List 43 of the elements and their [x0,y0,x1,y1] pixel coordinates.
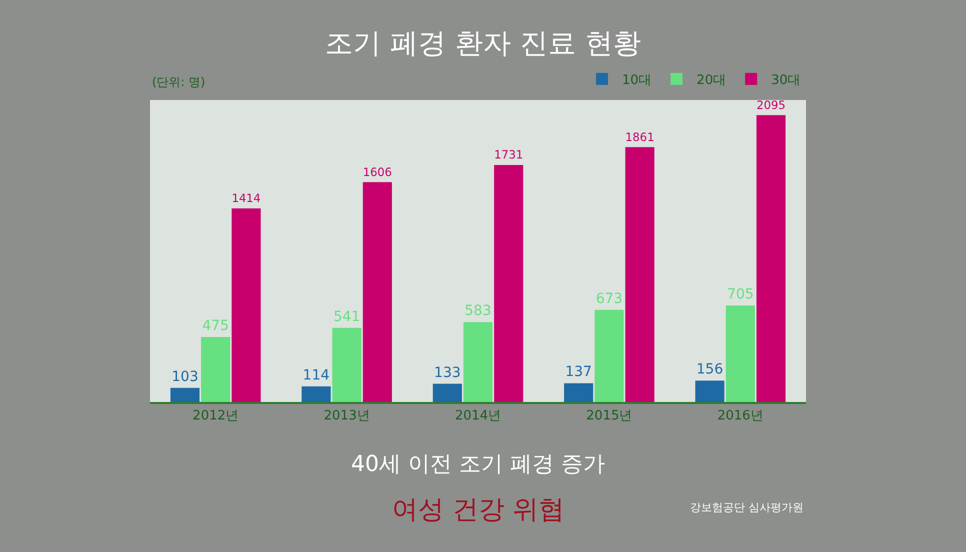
bar [625,147,654,402]
bar [726,305,755,402]
chart-title: 조기 폐경 환자 진료 현황 [325,26,641,60]
x-tick-label: 2014년 [454,408,502,424]
data-label: 673 [596,290,623,307]
bar [332,328,362,402]
x-tick-label: 2015년 [586,408,632,424]
bar [494,164,524,402]
bar [463,322,493,402]
bar [362,182,392,402]
bar [432,384,462,402]
data-label: 133 [434,364,461,381]
bar [201,336,230,402]
data-label: 583 [464,303,492,320]
bar [302,386,331,402]
data-label: 475 [202,318,229,334]
data-label: 103 [172,368,198,385]
data-label: 156 [696,362,724,378]
x-tick-label: 2013년 [324,408,370,424]
x-tick-label: 2012년 [192,408,239,424]
bar [232,208,261,402]
bar [695,380,724,402]
data-label: 705 [727,286,754,302]
legend-label: 10대 [622,72,652,88]
data-label: 1414 [232,191,261,206]
bar [594,310,624,402]
data-label: 137 [565,364,592,380]
bar [170,388,200,402]
data-label: 1731 [494,148,524,162]
legend-label: 20대 [696,72,726,88]
data-label: 1861 [625,130,654,144]
text: (단위: 명) [152,75,206,89]
data-label: 1606 [362,164,392,179]
text: 강보험공단 심사평가원 [690,501,804,514]
bar [564,383,594,402]
data-label: 2095 [756,98,786,112]
legend-label: 30대 [771,72,801,88]
x-tick-label: 2016년 [717,408,764,424]
text: 여성 건강 위협 [392,495,565,525]
bar [756,115,786,402]
data-label: 114 [302,367,330,384]
text: 40세 이전 조기 폐경 증가 [351,452,605,477]
data-label: 541 [333,308,360,325]
